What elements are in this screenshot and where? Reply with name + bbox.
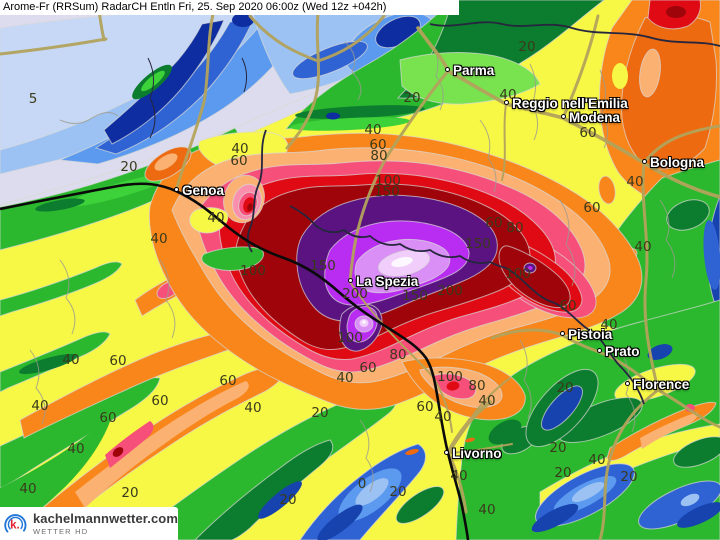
brand-watermark: k. kachelmannwetter.com WETTER HD — [0, 507, 178, 540]
precip-core-rings — [144, 131, 643, 421]
kachelmann-logo-icon: k. — [3, 511, 28, 536]
field-southeast — [405, 299, 720, 540]
title-bar: Arome-Fr (RRSum) RadarCH Entln Fri, 25. … — [0, 0, 459, 15]
country-borders — [147, 21, 720, 405]
brand-subtitle: WETTER HD — [32, 527, 89, 536]
brand-name: kachelmannwetter.com — [32, 511, 178, 526]
map-title: Arome-Fr (RRSum) RadarCH Entln Fri, 25. … — [3, 1, 387, 13]
admin-borders — [29, 41, 676, 493]
field-south-center — [129, 389, 445, 540]
logo-monogram: k. — [10, 519, 20, 531]
